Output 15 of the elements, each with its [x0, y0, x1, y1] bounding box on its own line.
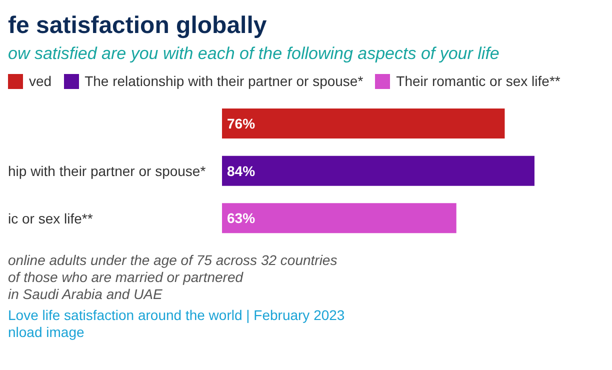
y-tick-label: ic or sex life**: [8, 210, 94, 226]
text: Love life satisfaction around the world | February 2023: [8, 307, 346, 324]
data-label: 76%: [227, 115, 256, 132]
legend-label: Their romantic or sex life**: [396, 73, 560, 89]
text: online adults under the age of 75 across 32 countries: [8, 252, 338, 269]
text: of those who are married or partnered: [8, 269, 244, 286]
y-tick-label: hip with their partner or spouse*: [8, 162, 206, 179]
data-label: 63%: [227, 210, 256, 226]
data-label: 84%: [227, 162, 256, 179]
legend-label: The relationship with their partner or spouse*: [84, 73, 364, 89]
legend-label: ved: [29, 73, 52, 89]
text: in Saudi Arabia and UAE: [8, 286, 164, 303]
chart-title: fe satisfaction globally: [8, 12, 268, 41]
chart-subtitle: ow satisfied are you with each of the following aspects of your life: [8, 44, 500, 65]
text: nload image: [8, 324, 86, 341]
